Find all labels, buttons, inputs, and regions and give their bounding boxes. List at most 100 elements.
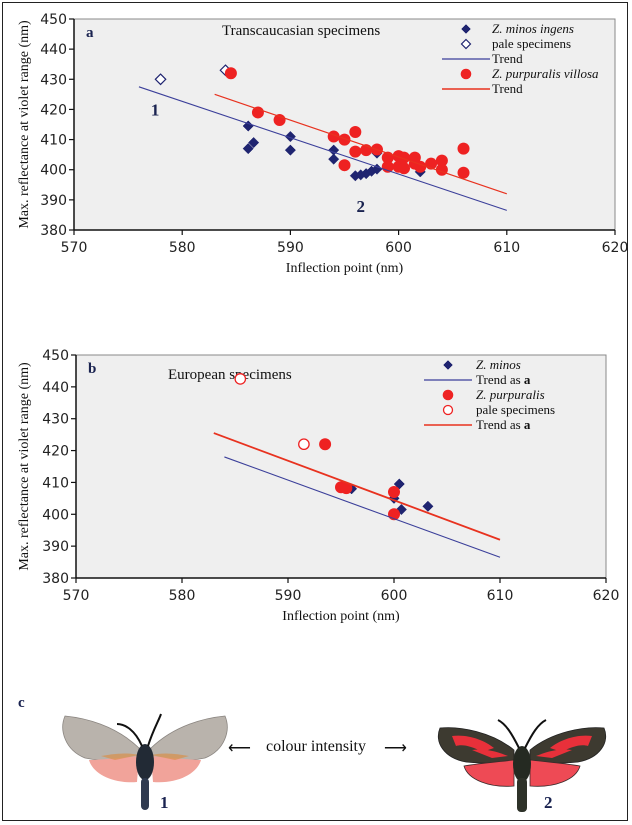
data-point [328, 153, 340, 165]
x-tick-label: 590 [275, 588, 302, 604]
legend-label: Z. purpuralis villosa [492, 66, 599, 81]
data-point [298, 438, 310, 451]
series-trend-as-a-z-purpuralis- [213, 432, 501, 541]
chart-a: 380 390 400 410 420 430 440 450 570 580 590 600 610 6… [17, 12, 629, 276]
moth-2-body [497, 719, 547, 812]
data-point [224, 67, 237, 80]
y-tick-label: 390 [40, 193, 67, 209]
chart-subtitle: Transcaucasian specimens [222, 23, 380, 39]
data-point [338, 133, 351, 146]
panel-label: a [86, 25, 94, 41]
moth-2-image [438, 719, 606, 812]
chart-subtitle: European specimens [168, 367, 292, 383]
colour-intensity-label: colour intensity [266, 738, 366, 755]
legend-label: Z. minos [476, 357, 521, 372]
series-pale-specimens-z-purpuralis- [234, 373, 310, 451]
moth-1-image [62, 713, 228, 810]
y-tick-label: 440 [42, 380, 69, 396]
series-trend-z-purpuralis-villosa- [214, 93, 507, 195]
y-tick-label: 420 [42, 444, 69, 460]
data-point [338, 159, 351, 172]
series-trend-as-a-z-minos- [224, 456, 501, 558]
legend-symbol [442, 389, 454, 401]
x-tick-label: 590 [277, 240, 304, 256]
y-tick-label: 430 [40, 72, 67, 88]
legend-label: pale specimens [476, 402, 555, 417]
y-axis-label: Max. reflectance at violet range (nm) [17, 362, 32, 571]
arrow-left-icon: ⟵ [228, 740, 251, 757]
data-point [154, 73, 167, 86]
legend-label: Trend as a [476, 417, 531, 432]
x-tick-label: 620 [593, 588, 620, 604]
y-tick-label: 450 [42, 348, 69, 364]
data-point [319, 438, 332, 451]
legend-symbol [460, 38, 472, 50]
moth-1-number: 1 [160, 793, 169, 812]
data-point [457, 166, 470, 179]
legend-label: Trend as a [476, 372, 531, 387]
x-tick-label: 610 [493, 240, 520, 256]
annotation-label: 1 [151, 100, 160, 119]
x-tick-label: 570 [61, 240, 88, 256]
x-tick-label: 580 [169, 240, 196, 256]
x-tick-label: 600 [385, 240, 412, 256]
trend-line [224, 456, 501, 558]
data-point [248, 137, 260, 149]
y-tick-label: 410 [40, 133, 67, 149]
x-tick-label: 620 [602, 240, 629, 256]
legend-symbol [443, 360, 453, 370]
y-tick-label: 390 [42, 539, 69, 555]
data-point [349, 145, 362, 158]
data-point [234, 373, 247, 385]
chart-b: 380 390 400 410 420 430 440 450 570 580 590 600 610 6… [17, 348, 620, 624]
legend-symbol [461, 24, 471, 34]
data-point [398, 151, 411, 164]
moth-2-number: 2 [544, 793, 553, 812]
legend-symbol [442, 404, 454, 416]
x-axis-label: Inflection point (nm) [282, 609, 400, 624]
y-axis-label: Max. reflectance at violet range (nm) [17, 20, 32, 229]
panel-label: b [88, 361, 96, 377]
y-tick-label: 410 [42, 475, 69, 491]
legend-label: Trend [492, 81, 523, 96]
data-point [435, 154, 448, 167]
trend-line [213, 432, 501, 541]
y-tick-label: 430 [42, 412, 69, 428]
panel-c-label: c [18, 695, 25, 711]
data-point [398, 162, 411, 175]
data-point [349, 126, 362, 139]
arrow-right-icon: ⟶ [384, 740, 407, 757]
data-point [273, 113, 286, 126]
data-point [340, 482, 353, 495]
y-tick-label: 380 [42, 571, 69, 587]
trend-line [138, 86, 507, 211]
y-tick-label: 380 [40, 223, 67, 239]
moth-1-body [116, 713, 162, 810]
x-tick-label: 570 [63, 588, 90, 604]
moth-1-wings [62, 715, 228, 783]
data-point [284, 144, 296, 156]
data-point [242, 143, 254, 155]
y-tick-label: 400 [40, 163, 67, 179]
moth-2-wings [438, 727, 606, 787]
plot-area [73, 18, 616, 231]
y-tick-label: 440 [40, 42, 67, 58]
y-tick-label: 420 [40, 102, 67, 118]
legend-label: Z. purpuralis [476, 387, 545, 402]
y-tick-label: 450 [40, 12, 67, 28]
x-tick-label: 600 [381, 588, 408, 604]
trend-line [214, 93, 507, 195]
annotation-label: 2 [356, 197, 365, 216]
legend-symbol [460, 68, 472, 80]
plot-area [75, 354, 607, 579]
data-point [422, 500, 434, 512]
data-point [457, 142, 470, 155]
data-point [388, 485, 400, 498]
legend-label: Z. minos ingens [492, 21, 574, 36]
x-tick-label: 610 [487, 588, 514, 604]
y-tick-label: 400 [42, 507, 69, 523]
series-trend-z-minos-ingens- [138, 86, 507, 211]
x-tick-label: 580 [169, 588, 196, 604]
legend-label: Trend [492, 51, 523, 66]
